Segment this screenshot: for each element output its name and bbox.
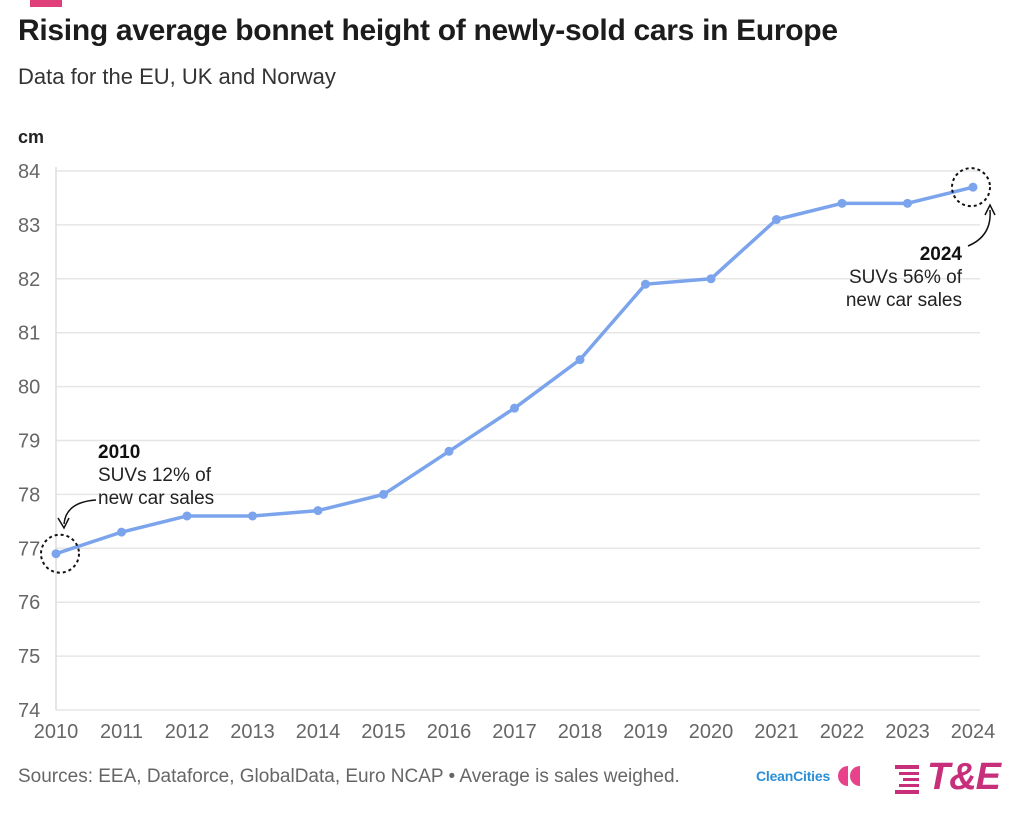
x-tick-label: 2018	[558, 721, 603, 743]
x-tick-label: 2010	[34, 721, 79, 743]
te-logo-text: T&E	[927, 756, 1001, 798]
x-tick-label: 2021	[754, 721, 799, 743]
y-tick-label: 83	[18, 215, 40, 237]
data-point	[706, 274, 716, 284]
data-point	[51, 549, 61, 559]
data-point	[182, 511, 192, 521]
cleancities-mark-icon	[838, 766, 861, 786]
data-point	[968, 182, 978, 192]
x-tick-label: 2014	[296, 721, 341, 743]
annotation-2024-title: 2024	[920, 244, 963, 265]
y-tick-label: 79	[18, 431, 40, 453]
x-tick-label: 2019	[623, 721, 668, 743]
annotation-circle	[40, 533, 80, 574]
annotation-circle	[951, 167, 991, 208]
cleancities-logo: CleanCities	[756, 765, 864, 787]
data-point	[772, 215, 781, 225]
data-point	[510, 403, 519, 413]
y-tick-label: 74	[18, 700, 40, 722]
y-tick-label: 80	[18, 377, 40, 399]
x-tick-label: 2013	[230, 721, 275, 743]
x-tick-label: 2023	[885, 721, 930, 743]
data-point	[575, 355, 585, 365]
annotation-arrow	[63, 499, 97, 525]
annotation-2010-text: new car sales	[98, 488, 214, 509]
te-logo: T&E	[893, 756, 1001, 799]
annotation-2024-text: SUVs 56% of	[849, 267, 963, 288]
x-tick-label: 2020	[689, 721, 734, 743]
data-point	[379, 489, 388, 499]
y-tick-label: 82	[18, 269, 40, 291]
annotation-2010-title: 2010	[98, 442, 140, 463]
data-point	[837, 198, 847, 208]
y-axis-label: cm	[18, 127, 44, 147]
data-point	[313, 506, 323, 516]
data-point	[444, 446, 454, 456]
annotation-arrow	[967, 209, 991, 247]
y-tick-label: 81	[18, 323, 40, 345]
x-tick-label: 2024	[951, 721, 996, 743]
line-chart: cm 74 75 76 77 78 79 80 81 82 83 84 2010 2011 2012 2013…	[18, 127, 996, 743]
annotation-2024-text: new car sales	[846, 290, 962, 311]
y-tick-label: 75	[18, 646, 40, 668]
x-tick-label: 2015	[361, 721, 406, 743]
data-point	[117, 527, 126, 537]
x-tick-label: 2016	[427, 721, 472, 743]
annotation-arrowhead	[57, 517, 70, 530]
x-tick-label: 2012	[165, 721, 210, 743]
annotation-2010-text: SUVs 12% of	[98, 465, 212, 486]
data-point	[641, 279, 650, 289]
x-tick-label: 2022	[820, 721, 865, 743]
x-tick-label: 2017	[492, 721, 537, 743]
y-tick-label: 78	[18, 484, 40, 506]
y-tick-label: 84	[18, 161, 40, 183]
accent-bar	[30, 0, 62, 7]
source-note: Sources: EEA, Dataforce, GlobalData, Eur…	[18, 766, 680, 787]
data-point	[248, 511, 257, 521]
y-tick-label: 76	[18, 592, 40, 614]
x-tick-label: 2011	[100, 721, 143, 743]
te-stripes-icon	[895, 764, 919, 794]
data-point	[903, 198, 912, 208]
cleancities-logo-text: CleanCities	[756, 768, 831, 784]
annotation-arrowhead	[984, 203, 996, 216]
chart-title: Rising average bonnet height of newly-so…	[18, 14, 838, 47]
y-tick-label: 77	[18, 538, 40, 560]
chart-subtitle: Data for the EU, UK and Norway	[18, 64, 336, 89]
